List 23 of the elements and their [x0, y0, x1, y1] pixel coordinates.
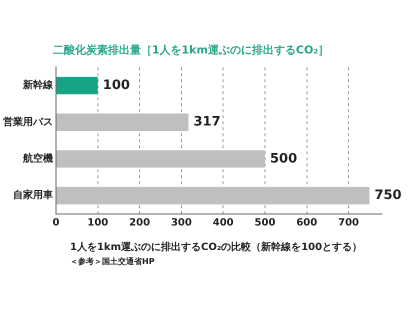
text: ＜参考＞国土交通省HP — [70, 256, 155, 266]
x-tick-label: 100 — [87, 218, 108, 229]
x-tick-label: 600 — [296, 218, 318, 229]
x-tick-label: 500 — [254, 218, 276, 229]
data-label: 100 — [102, 78, 130, 93]
bar — [56, 186, 370, 204]
x-tick-label: 300 — [170, 218, 192, 229]
bar — [56, 76, 98, 94]
x-tick-label: 700 — [338, 218, 360, 229]
data-label: 317 — [193, 114, 221, 130]
text: 1人を1km運ぶのに排出するCO₂の比較（新幹線を100とする） — [70, 241, 362, 253]
chart-title: 二酸化炭素排出量［1人を1km運ぶのに排出するCO₂］ — [52, 43, 330, 56]
y-tick-label: 営業用バス — [3, 116, 53, 128]
data-label: 500 — [270, 151, 298, 166]
y-tick-label: 航空機 — [22, 152, 53, 165]
x-tick-label: 400 — [212, 218, 234, 229]
bar — [56, 150, 265, 168]
x-tick-label: 200 — [129, 218, 150, 229]
data-label: 750 — [374, 188, 402, 204]
bar — [56, 114, 188, 131]
y-tick-label: 自家用車 — [13, 189, 53, 202]
x-tick-label: 0 — [52, 218, 60, 229]
y-tick-label: 新幹線 — [22, 79, 54, 92]
